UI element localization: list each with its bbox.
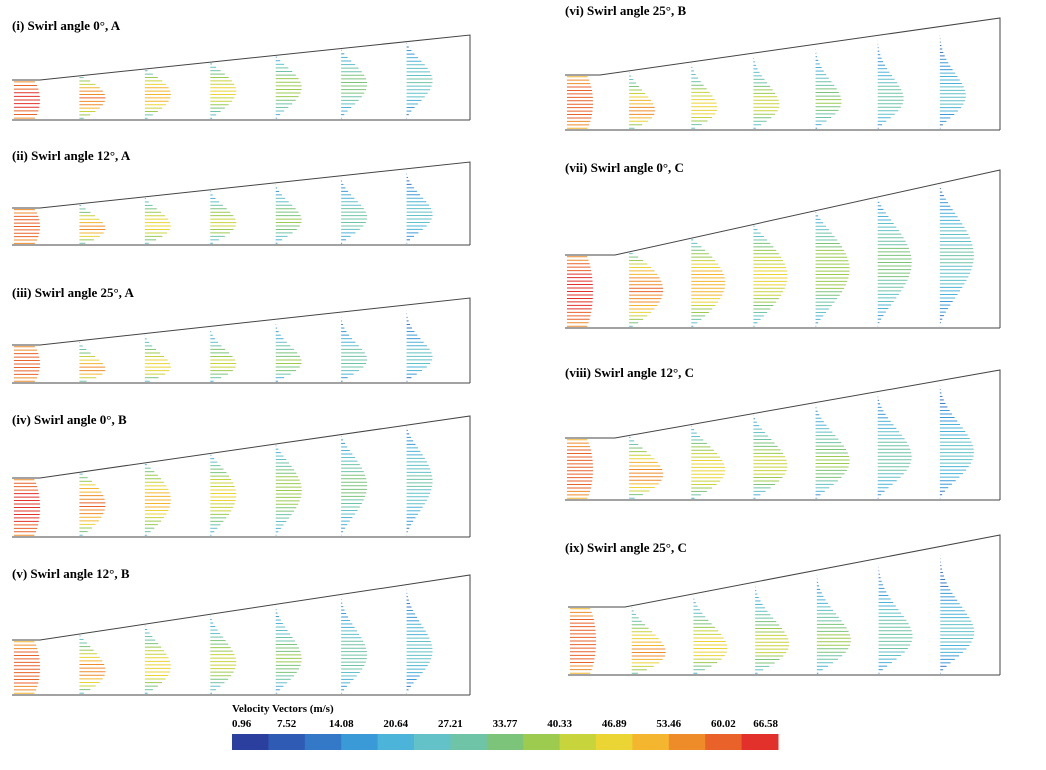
colorbar-swatch bbox=[341, 734, 378, 750]
colorbar-swatch bbox=[305, 734, 342, 750]
colorbar-tick-label: 46.89 bbox=[602, 718, 627, 730]
colorbar-title: Velocity Vectors (m/s) bbox=[232, 703, 334, 715]
diffuser-wall bbox=[12, 575, 470, 695]
panel-title: (v) Swirl angle 12°, B bbox=[12, 566, 130, 581]
colorbar-swatch bbox=[378, 734, 415, 750]
colorbar-tick-label: 20.64 bbox=[383, 718, 408, 730]
colorbar-swatch bbox=[560, 734, 597, 750]
diffuser-wall bbox=[12, 416, 470, 537]
colorbar-swatch bbox=[632, 734, 669, 750]
colorbar-swatch bbox=[414, 734, 451, 750]
colorbar-swatch bbox=[669, 734, 706, 750]
panel-title: (vi) Swirl angle 25°, B bbox=[565, 3, 686, 18]
colorbar-swatch bbox=[705, 734, 742, 750]
panel-title: (iv) Swirl angle 0°, B bbox=[12, 412, 127, 427]
panel-title: (vii) Swirl angle 0°, C bbox=[565, 160, 684, 175]
colorbar-swatch bbox=[268, 734, 305, 750]
colorbar-tick-label: 0.96 bbox=[232, 718, 252, 730]
diffuser-wall bbox=[568, 535, 1000, 675]
colorbar-tick-label: 40.33 bbox=[547, 718, 572, 730]
panel-title: (ix) Swirl angle 25°, C bbox=[565, 540, 687, 555]
colorbar-tick-label: 33.77 bbox=[493, 718, 518, 730]
diffuser-wall bbox=[565, 18, 1000, 130]
panel-title: (iii) Swirl angle 25°, A bbox=[12, 285, 134, 300]
colorbar-swatch bbox=[487, 734, 524, 750]
colorbar-swatch bbox=[450, 734, 487, 750]
panel-title: (i) Swirl angle 0°, A bbox=[12, 18, 121, 33]
colorbar-swatch bbox=[596, 734, 633, 750]
colorbar-tick-label: 14.08 bbox=[329, 718, 354, 730]
panel-title: (viii) Swirl angle 12°, C bbox=[565, 365, 694, 380]
colorbar-tick-label: 66.58 bbox=[753, 718, 778, 730]
colorbar-swatch bbox=[742, 734, 779, 750]
colorbar-tick-label: 60.02 bbox=[711, 718, 736, 730]
colorbar-tick-label: 53.46 bbox=[656, 718, 681, 730]
panel-title: (ii) Swirl angle 12°, A bbox=[12, 148, 131, 163]
colorbar-swatch bbox=[232, 734, 269, 750]
diffuser-wall bbox=[565, 170, 1000, 328]
colorbar-tick-label: 27.21 bbox=[438, 718, 463, 730]
colorbar-tick-label: 7.52 bbox=[277, 718, 297, 730]
colorbar-swatch bbox=[523, 734, 560, 750]
figure: (i) Swirl angle 0°, A (ii) Swirl angle 12… bbox=[0, 0, 1046, 765]
